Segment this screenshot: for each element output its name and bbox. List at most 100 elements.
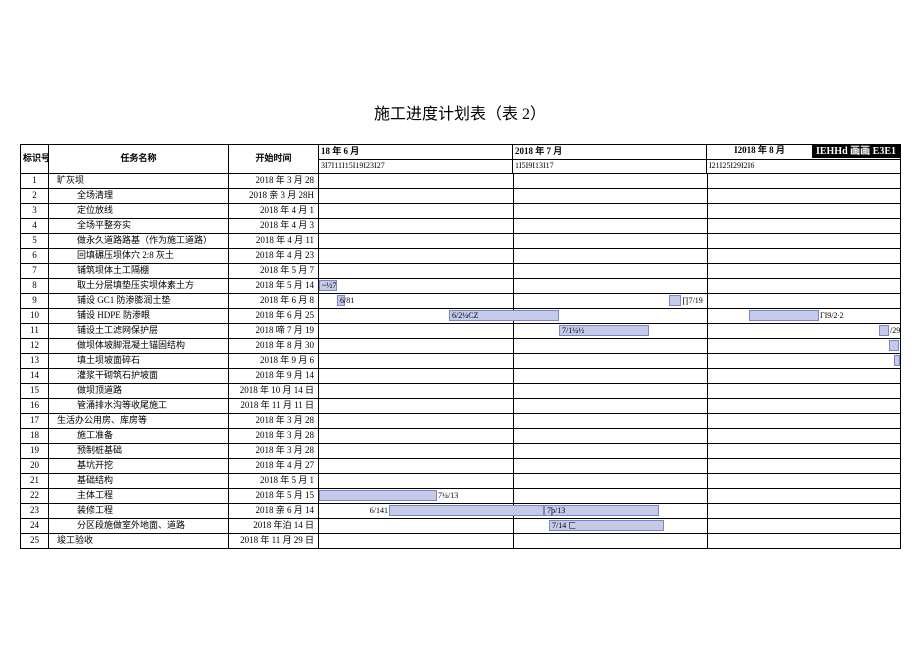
start-date-cell: 2018 年 5 月 1	[229, 473, 319, 488]
gantt-separator	[707, 369, 708, 383]
table-row: 25竣工验收2018 年 11 月 29 日	[21, 533, 901, 548]
start-date-cell: 2018 年 3 月 28	[229, 173, 319, 188]
gantt-row	[319, 399, 900, 413]
col-start-header: 开始时间	[229, 145, 319, 174]
gantt-row	[319, 234, 900, 248]
gantt-separator	[513, 519, 514, 533]
row-id: 6	[21, 248, 49, 263]
table-row: 14灌浆干砌筑石护坡面2018 年 9 月 14	[21, 368, 901, 383]
table-row: 24分区段施做室外地面、道路2018 年泊 14 日7/14 匚	[21, 518, 901, 533]
gantt-row	[319, 429, 900, 443]
gantt-separator	[513, 474, 514, 488]
table-row: 4全场平整夯实2018 年 4 月 3	[21, 218, 901, 233]
table-row: 10铺设 HDPE 防渗眼2018 年 6 月 256/2¼CZΓI9/2∙2	[21, 308, 901, 323]
row-id: 1	[21, 173, 49, 188]
row-id: 4	[21, 218, 49, 233]
gantt-cell	[319, 533, 901, 548]
gantt-cell	[319, 428, 901, 443]
gantt-row: 7/14 匚	[319, 519, 900, 533]
row-id: 10	[21, 308, 49, 323]
task-name-cell: 做永久道路路基（作为施工道路）	[49, 233, 229, 248]
start-date-cell: 2018 亲 6 月 14	[229, 503, 319, 518]
gantt-cell	[319, 383, 901, 398]
gantt-separator	[513, 534, 514, 548]
gantt-separator	[707, 279, 708, 293]
task-name-cell: 取土分层填垫压实坝体素土方	[49, 278, 229, 293]
start-date-cell: 2018 年 5 月 15	[229, 488, 319, 503]
gantt-separator	[513, 204, 514, 218]
gantt-row	[319, 384, 900, 398]
start-date-cell: 2018 啼 7 月 19	[229, 323, 319, 338]
row-id: 21	[21, 473, 49, 488]
start-date-cell: 2018 年 8 月 30	[229, 338, 319, 353]
sub-1: 3I7I11I15I19I23I27	[319, 159, 513, 173]
table-row: 16管涌排水沟等收尾施工2018 年 11 月 11 日	[21, 398, 901, 413]
gantt-separator	[707, 384, 708, 398]
gantt-cell: 6/1417þ/13	[319, 503, 901, 518]
gantt-row	[319, 444, 900, 458]
task-name-cell: 回填碾压坝体穴 2:8 灰土	[49, 248, 229, 263]
col-id-header: 标识号	[21, 145, 49, 174]
gantt-separator	[513, 429, 514, 443]
gantt-separator	[707, 249, 708, 263]
gantt-bar: 7¼/13	[319, 490, 437, 501]
gantt-cell	[319, 398, 901, 413]
row-id: 7	[21, 263, 49, 278]
gantt-separator	[707, 234, 708, 248]
table-row: 9铺设 GC1 防渗膨润土垫2018 年 6 月 86/81∏7/19	[21, 293, 901, 308]
table-row: 3定位放线2018 年 4 月 1	[21, 203, 901, 218]
month-1: 18 年 6 月	[319, 145, 513, 160]
gantt-row: ~½7	[319, 279, 900, 293]
row-id: 18	[21, 428, 49, 443]
gantt-separator	[707, 444, 708, 458]
table-body: 1旷灰坝2018 年 3 月 282全场清理2018 亲 3 月 28H3定位放…	[21, 173, 901, 548]
gantt-separator	[513, 279, 514, 293]
gantt-cell: 7/14 匚	[319, 518, 901, 533]
table-row: 23装修工程2018 亲 6 月 146/1417þ/13	[21, 503, 901, 518]
gantt-row	[319, 204, 900, 218]
gantt-bar: ∏7/19	[669, 295, 681, 306]
gantt-separator	[707, 459, 708, 473]
gantt-bar: 7/1¼½	[559, 325, 649, 336]
gantt-cell	[319, 263, 901, 278]
task-name-cell: 竣工验收	[49, 533, 229, 548]
gantt-cell	[319, 413, 901, 428]
gantt-separator	[513, 369, 514, 383]
gantt-row	[319, 369, 900, 383]
gantt-separator	[513, 174, 514, 188]
gantt-row	[319, 189, 900, 203]
table-row: 13填土坝坡面碎石2018 年 9 月 6I9/6[	[21, 353, 901, 368]
task-name-cell: 全场清理	[49, 188, 229, 203]
gantt-row: 6/1417þ/13	[319, 504, 900, 518]
gantt-row	[319, 219, 900, 233]
gantt-separator	[707, 354, 708, 368]
task-name-cell: 铺筑坝体土工隔棚	[49, 263, 229, 278]
task-name-cell: 分区段施做室外地面、道路	[49, 518, 229, 533]
gantt-bar: 7/14 匚	[549, 520, 664, 531]
gantt-row: 8/30I1	[319, 339, 900, 353]
gantt-separator	[513, 399, 514, 413]
gantt-separator	[707, 189, 708, 203]
task-name-cell: 铺设 HDPE 防渗眼	[49, 308, 229, 323]
gantt-separator	[707, 474, 708, 488]
task-name-cell: 预制桩基础	[49, 443, 229, 458]
table-row: 18施工准备2018 年 3 月 28	[21, 428, 901, 443]
gantt-separator	[513, 234, 514, 248]
bar-label: ΓI9/2∙2	[820, 311, 844, 321]
gantt-separator	[513, 489, 514, 503]
table-row: 2全场清理2018 亲 3 月 28H	[21, 188, 901, 203]
gantt-row	[319, 249, 900, 263]
gantt-separator	[707, 414, 708, 428]
bar-label: ∏7/19	[682, 296, 703, 306]
row-id: 17	[21, 413, 49, 428]
task-name-cell: 定位放线	[49, 203, 229, 218]
table-row: 8取土分层填垫压实坝体素土方2018 年 5 月 14~½7	[21, 278, 901, 293]
start-date-cell: 2018 年 6 月 8	[229, 293, 319, 308]
task-name-cell: 铺设 GC1 防渗膨润土垫	[49, 293, 229, 308]
gantt-separator	[513, 354, 514, 368]
start-date-cell: 2018 亲 3 月 28H	[229, 188, 319, 203]
gantt-cell: 8/30I1	[319, 338, 901, 353]
start-date-cell: 2018 年 5 月 7	[229, 263, 319, 278]
gantt-cell: 7/1¼½/29	[319, 323, 901, 338]
task-name-cell: 基础结构	[49, 473, 229, 488]
